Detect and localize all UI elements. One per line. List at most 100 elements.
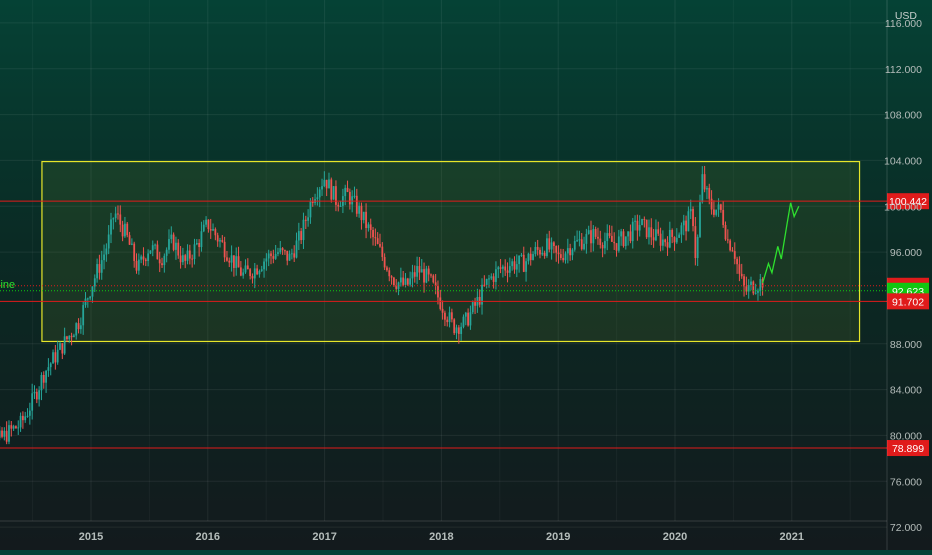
candle-body xyxy=(409,278,412,285)
candle-body xyxy=(10,425,13,429)
candle-body xyxy=(726,239,729,241)
candle-body xyxy=(0,430,1,438)
candle-body xyxy=(339,205,342,207)
candle-body xyxy=(590,230,592,244)
candle-body xyxy=(332,186,335,200)
candle-body xyxy=(137,259,140,271)
candle-body xyxy=(351,196,354,205)
candle-body xyxy=(205,219,207,225)
candle-body xyxy=(515,264,518,270)
candle-body xyxy=(411,272,414,279)
candle-body xyxy=(615,243,618,251)
candle-body xyxy=(439,297,442,309)
candle-body xyxy=(328,179,330,189)
candle-body xyxy=(719,204,722,210)
candle-body xyxy=(82,305,85,326)
candle-body xyxy=(696,236,699,259)
candle-body xyxy=(270,253,272,257)
candle-body xyxy=(355,195,358,214)
candle-body xyxy=(555,245,558,253)
candle-body xyxy=(107,234,110,249)
candle-body xyxy=(228,260,231,263)
candle-body xyxy=(638,225,641,231)
candle-body xyxy=(209,229,212,231)
candle-body xyxy=(179,255,182,263)
x-tick-label: 2016 xyxy=(196,531,220,543)
candle-body xyxy=(323,179,326,187)
candle-body xyxy=(585,233,588,244)
candle-body xyxy=(66,336,68,340)
candle-body xyxy=(226,257,228,261)
candle-body xyxy=(124,223,126,237)
candle-body xyxy=(678,234,681,238)
candle-body xyxy=(272,256,275,259)
candle-body xyxy=(235,256,238,268)
candle-body xyxy=(553,242,555,246)
candle-body xyxy=(687,211,690,232)
candle-body xyxy=(307,217,310,221)
range-box-layer xyxy=(41,160,861,343)
candle-body xyxy=(740,273,743,277)
candle-body xyxy=(559,254,562,258)
candle-body xyxy=(191,258,194,260)
candle-body xyxy=(529,253,532,260)
candle-body xyxy=(246,265,249,270)
candle-body xyxy=(689,209,692,212)
candle-body xyxy=(636,220,639,231)
y-tick-label: 96.000 xyxy=(890,247,922,259)
candle-body xyxy=(504,266,507,271)
candle-body xyxy=(513,261,516,270)
candle-body xyxy=(219,240,221,242)
candle-body xyxy=(128,235,131,245)
candle-body xyxy=(293,253,296,258)
candle-body xyxy=(121,224,124,237)
candle-body xyxy=(757,290,759,293)
candle-body xyxy=(188,250,191,259)
candle-body xyxy=(149,250,152,254)
candle-body xyxy=(534,246,537,255)
candle-body xyxy=(93,278,96,287)
candle-body xyxy=(274,253,277,259)
candle-body xyxy=(597,236,599,239)
candle-body xyxy=(576,240,578,242)
candle-body xyxy=(279,248,282,253)
candle-body xyxy=(404,278,407,285)
candle-body xyxy=(140,256,143,260)
candle-body xyxy=(221,240,224,242)
candle-body xyxy=(620,231,623,237)
candle-body xyxy=(117,213,119,215)
candle-body xyxy=(193,244,196,260)
candle-body xyxy=(260,269,263,271)
candle-body xyxy=(233,255,235,268)
candle-body xyxy=(156,244,159,260)
candle-body xyxy=(467,312,470,326)
candle-body xyxy=(172,234,175,250)
candle-body xyxy=(425,268,428,283)
x-tick-label: 2015 xyxy=(79,531,103,543)
y-tick-label: 112.000 xyxy=(885,64,922,76)
candle-body xyxy=(525,261,527,272)
candle-body xyxy=(733,251,736,259)
candle-body xyxy=(522,254,525,272)
y-tick-label: 72.000 xyxy=(890,522,922,534)
candle-body xyxy=(629,231,632,242)
candle-body xyxy=(518,255,521,265)
candle-body xyxy=(692,209,694,227)
candle-body xyxy=(297,231,300,241)
candle-body xyxy=(729,240,732,251)
candle-body xyxy=(21,415,24,421)
candle-body xyxy=(604,241,606,249)
candle-body xyxy=(675,237,678,243)
candle-body xyxy=(253,268,256,279)
candle-body xyxy=(318,189,321,198)
candle-body xyxy=(418,266,421,273)
candle-body xyxy=(24,416,27,421)
candle-body xyxy=(750,281,752,285)
candle-body xyxy=(562,257,565,261)
candle-body xyxy=(348,191,351,205)
candle-body xyxy=(73,335,75,338)
candle-body xyxy=(244,265,247,273)
